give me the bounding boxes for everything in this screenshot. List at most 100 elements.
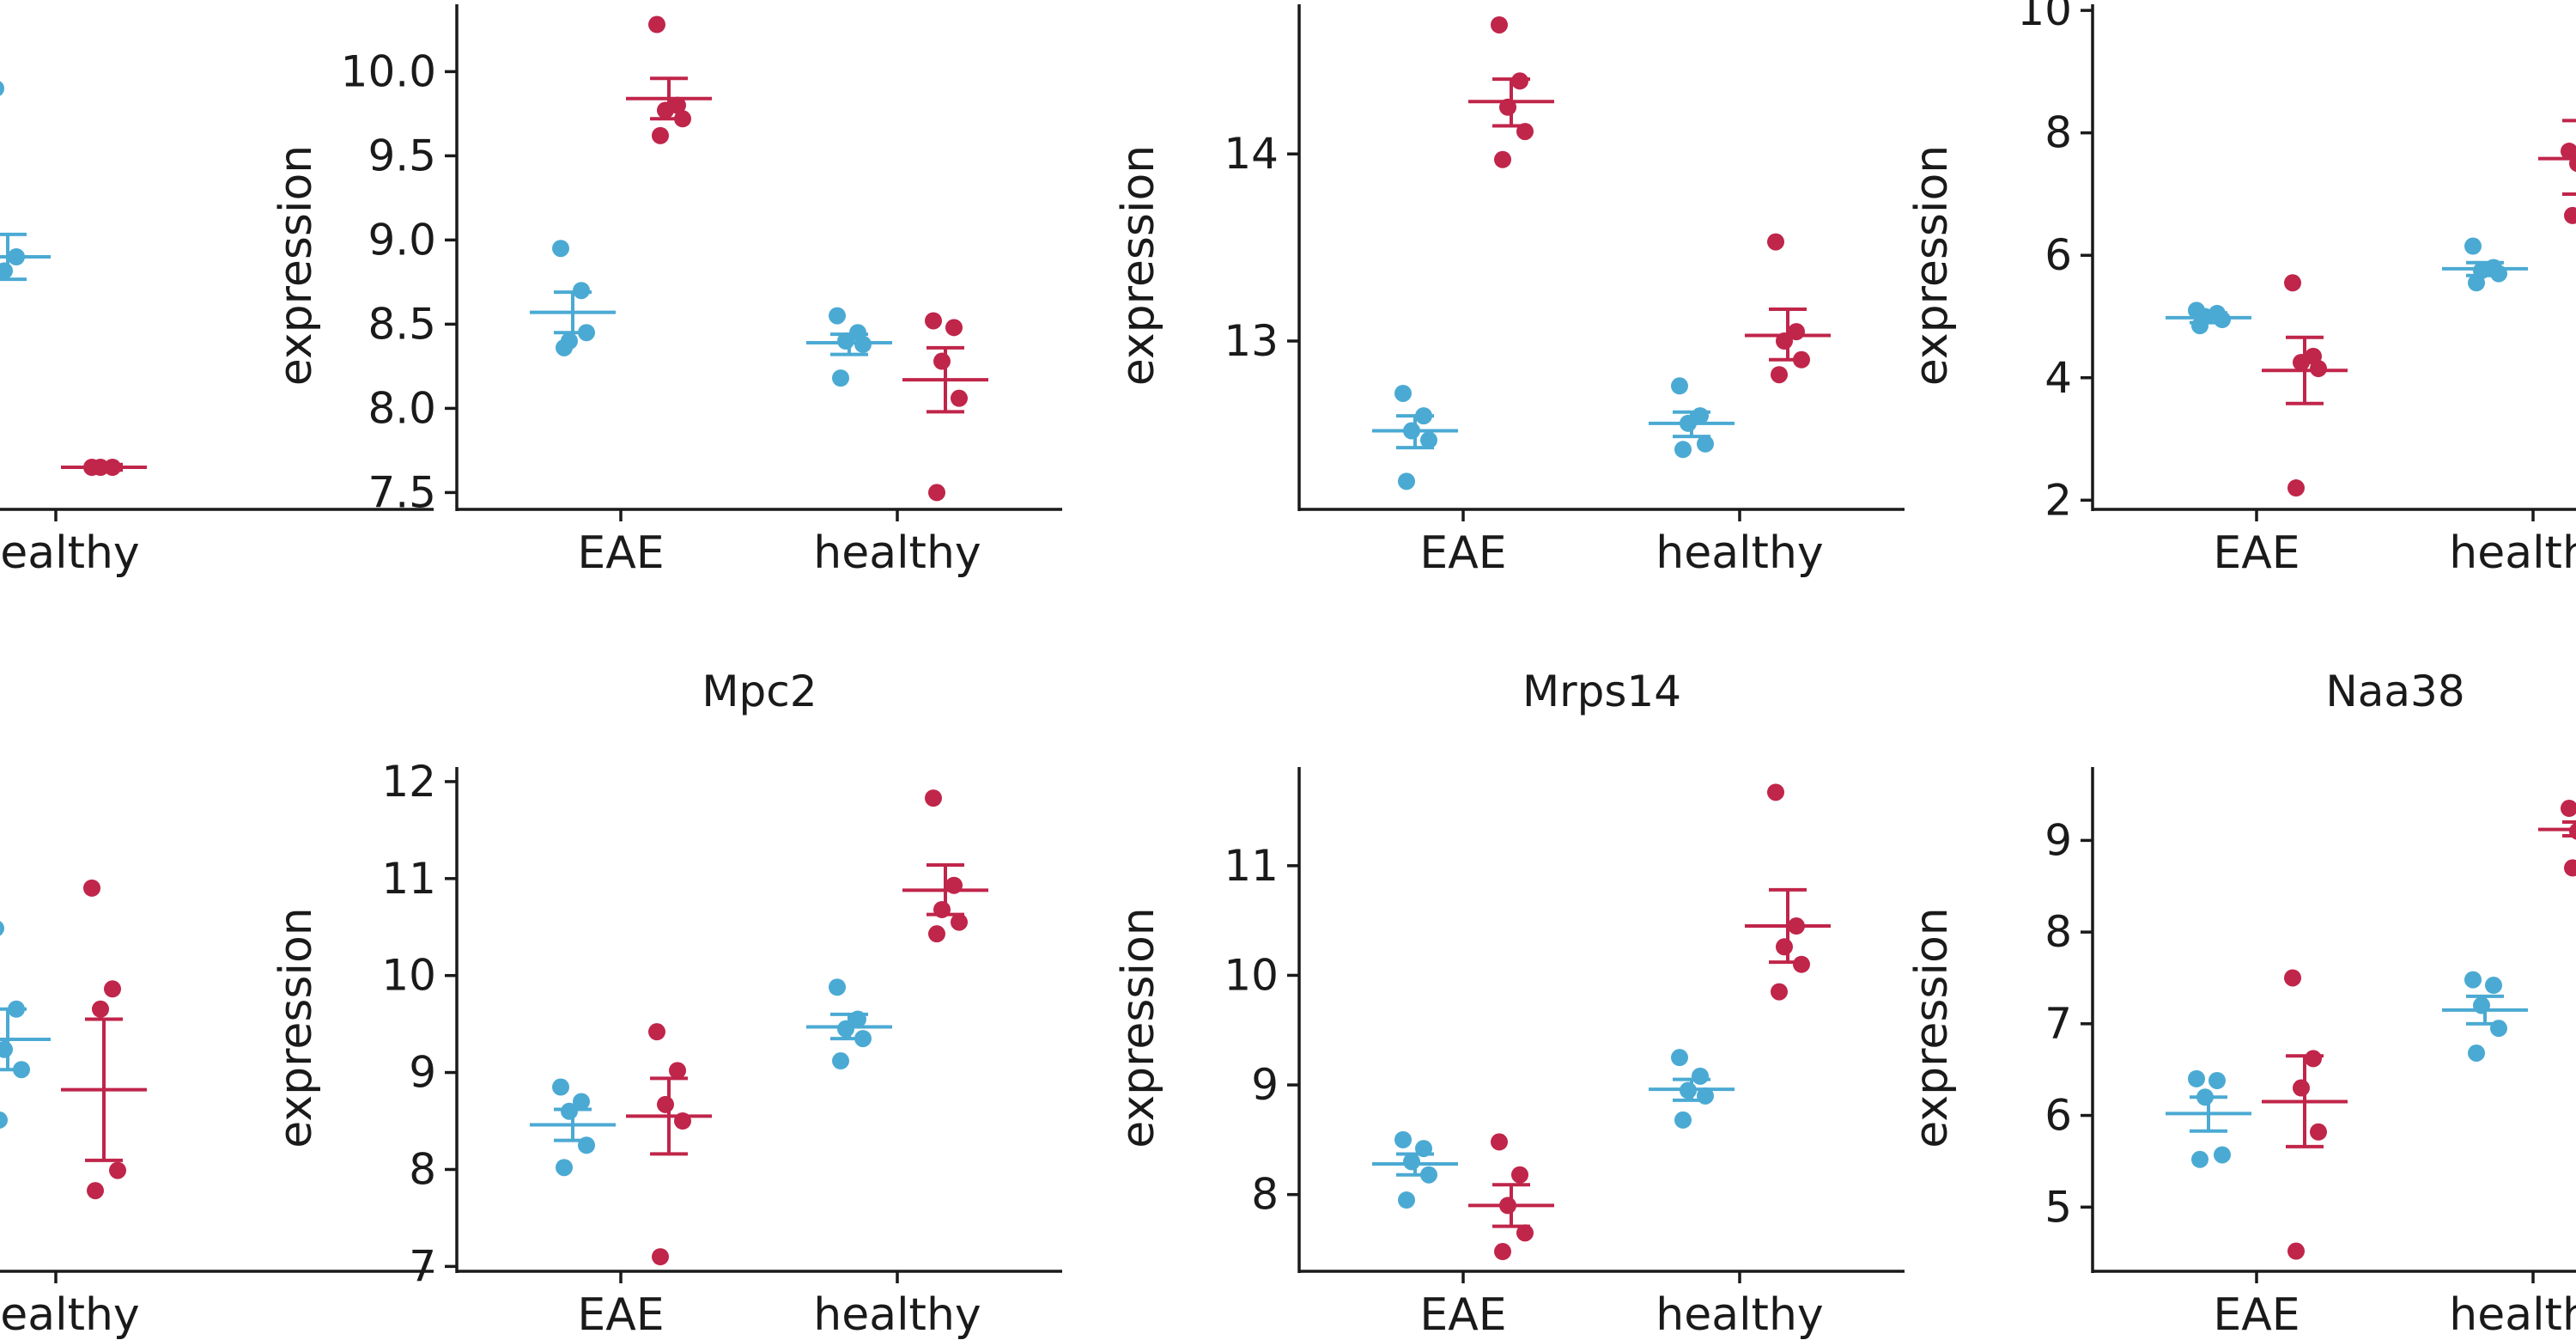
y-tick-label: 9.0 [368, 215, 436, 265]
data-point [2468, 1044, 2485, 1062]
y-tick-label: 8 [1251, 1170, 1279, 1220]
y-tick-label: 8.0 [368, 383, 436, 433]
data-point [1671, 1049, 1688, 1067]
x-tick-label: healthy [2449, 1289, 2576, 1340]
y-tick-label: 6 [2044, 230, 2072, 280]
data-point [1494, 1243, 1511, 1261]
data-point [652, 126, 669, 144]
data-point [1494, 150, 1511, 168]
y-axis-label: expression [270, 145, 322, 387]
data-point [832, 1052, 849, 1070]
y-tick-label: 7 [409, 1241, 436, 1291]
y-tick-label: 7.5 [368, 467, 436, 517]
chart-panel-r2c4: Naa38 5 6 7 8 9 expression EAE healthy [1906, 667, 2576, 1340]
data-point [1516, 1224, 1534, 1242]
y-tick-label: 6 [2044, 1091, 2072, 1141]
data-point [2310, 1123, 2327, 1141]
data-point [945, 319, 963, 337]
x-tick-label: healthy [0, 1289, 140, 1340]
data-point [2485, 977, 2502, 995]
chart-title: Mrps14 [1522, 667, 1681, 716]
chart-panel-r1c2: 7.5 8.0 8.5 9.0 9.5 10.0 expression EAE healthy [270, 4, 1062, 579]
data-point [104, 980, 121, 998]
y-tick-label: 13 [1224, 316, 1279, 366]
y-tick-label: 14 [1224, 129, 1279, 179]
data-point [951, 913, 968, 931]
chart-panel-r2c3: Mrps14 8 9 10 11 expression EAE healthy [1113, 667, 1905, 1340]
chart-title: Naa38 [2325, 667, 2464, 716]
data-point [2464, 237, 2482, 255]
data-point [2208, 1072, 2226, 1090]
data-point [2561, 143, 2576, 161]
data-point [87, 1182, 104, 1200]
data-point [837, 1020, 854, 1038]
x-tick-label: healthy [0, 527, 140, 579]
data-point [1671, 377, 1688, 395]
data-point [2284, 969, 2301, 987]
data-point [1491, 1133, 1508, 1151]
data-point [2561, 800, 2576, 818]
data-point [657, 101, 674, 119]
data-point [1511, 1166, 1528, 1184]
data-point [925, 312, 942, 330]
data-point [2464, 971, 2482, 989]
x-tick-label: EAE [1419, 1289, 1506, 1340]
data-point [0, 81, 4, 96]
data-point [83, 879, 100, 897]
data-point [928, 925, 945, 943]
x-tick-label: EAE [2213, 1289, 2300, 1340]
data-point [1697, 435, 1714, 453]
data-point [552, 1078, 569, 1096]
data-point [951, 389, 968, 407]
chart-panel-r1c3: 13 14 expression EAE healthy [1113, 4, 1905, 579]
data-point [1793, 955, 1810, 973]
data-point [832, 369, 849, 387]
data-point [2564, 206, 2576, 224]
data-point [2305, 1050, 2322, 1068]
data-point [1420, 431, 1437, 449]
y-tick-label: 9 [2044, 815, 2072, 865]
x-tick-label: healthy [1656, 527, 1823, 579]
chart-panel-r2c1: expression healthy [0, 879, 434, 1340]
data-point [2191, 1150, 2208, 1168]
chart-panel-r1c4: 2 4 6 8 10 expression EAE healthy [1906, 0, 2576, 579]
data-point [925, 789, 942, 807]
data-point [648, 1023, 665, 1041]
x-tick-label: healthy [1656, 1289, 1823, 1340]
chart-panel-r2c2: Mpc2 7 8 9 10 11 12 expression EAE healthy [270, 667, 1062, 1340]
y-axis-label: expression [1113, 907, 1164, 1148]
data-point [1491, 15, 1508, 34]
data-point [933, 352, 951, 370]
data-point [1771, 366, 1788, 384]
y-axis-label: expression [1906, 907, 1958, 1148]
data-point [2293, 1079, 2310, 1097]
data-point [1398, 472, 1415, 490]
data-point [1767, 233, 1784, 251]
data-point [1398, 1191, 1415, 1209]
data-point [1767, 783, 1784, 801]
y-axis-label: expression [270, 907, 322, 1148]
data-point [552, 240, 569, 258]
data-point [2287, 1242, 2305, 1260]
y-tick-label: 11 [1224, 841, 1279, 891]
data-point [561, 1102, 578, 1120]
data-point [657, 1095, 674, 1113]
data-point [573, 1093, 590, 1111]
data-point [2310, 360, 2327, 378]
data-point [1394, 384, 1412, 402]
data-point [2293, 353, 2310, 371]
y-axis-label: expression [1113, 145, 1164, 387]
y-tick-label: 8.5 [368, 299, 436, 349]
x-tick-label: healthy [813, 1289, 981, 1340]
data-point [669, 1062, 686, 1080]
data-point [1674, 1111, 1692, 1129]
y-tick-label: 4 [2044, 353, 2072, 403]
y-tick-label: 10.0 [341, 46, 436, 96]
y-tick-label: 10 [2017, 0, 2072, 35]
y-axis-label: expression [1906, 145, 1958, 387]
y-tick-label: 9 [409, 1048, 436, 1098]
chart-panel-r1c1: expression healthy [0, 81, 434, 579]
y-tick-label: 8 [409, 1144, 436, 1194]
data-point [1771, 983, 1788, 1001]
